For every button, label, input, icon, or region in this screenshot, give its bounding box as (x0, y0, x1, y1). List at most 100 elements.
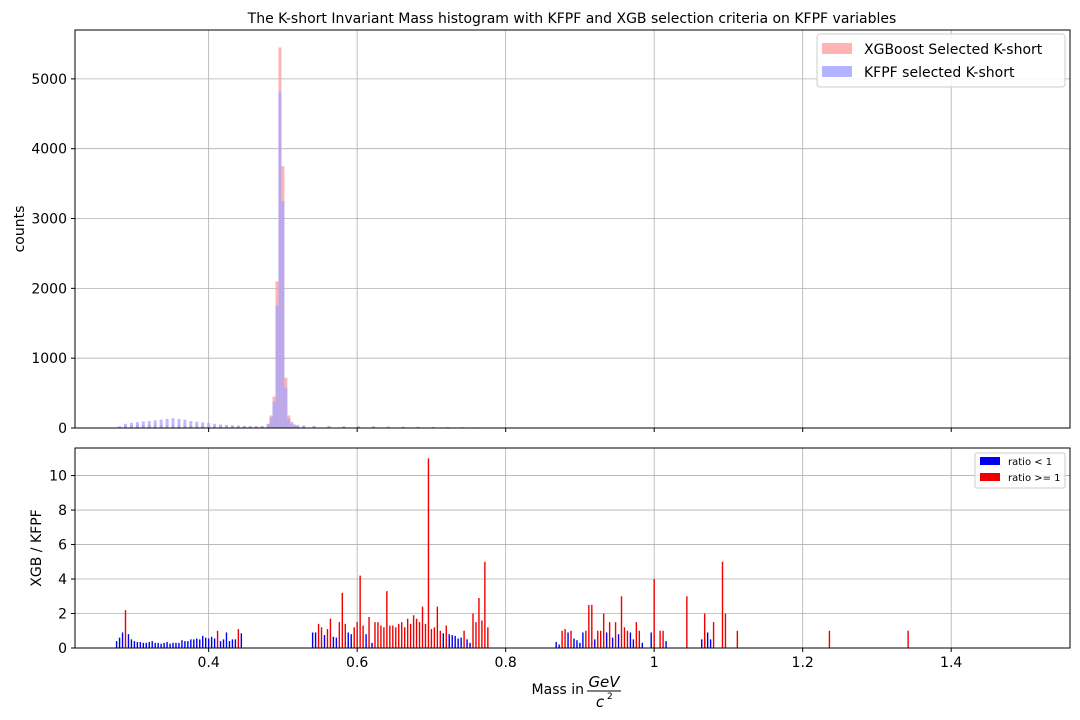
legend-label-kfpf: KFPF selected K-short (864, 65, 1015, 81)
ratio-lt1-bar (576, 640, 578, 648)
ratio-ge1-bar (362, 625, 364, 648)
ratio-lt1-bar (371, 642, 373, 648)
ratio-ge1-bar (608, 622, 611, 648)
top-y-tick-label: 4000 (31, 142, 67, 158)
ratio-ge1-bar (383, 627, 385, 648)
ratio-lt1-bar (157, 642, 159, 648)
top-legend: XGBoost Selected K-short KFPF selected K… (816, 33, 1066, 88)
ratio-ge1-bar (487, 627, 489, 648)
ratio-ge1-bar (329, 618, 332, 648)
ratio-lt1-bar (181, 640, 183, 648)
x-tick-label: 1 (650, 655, 659, 671)
ratio-lt1-bar (311, 632, 314, 648)
kfpf-hist-bar (224, 424, 228, 428)
ratio-ge1-bar (635, 622, 638, 648)
ratio-lt1-bar (240, 633, 243, 648)
ratio-ge1-bar (406, 618, 409, 648)
ratio-lt1-bar (172, 642, 174, 648)
ratio-lt1-bar (154, 642, 156, 648)
ratio-lt1-bar (175, 642, 177, 648)
ratio-lt1-bar (350, 634, 352, 648)
kfpf-hist-bar (302, 425, 306, 428)
kfpf-hist-bar (287, 418, 291, 428)
kfpf-hist-bar (153, 420, 157, 428)
ratio-lt1-bar (178, 642, 180, 648)
ratio-lt1-bar (225, 632, 228, 648)
bottom-y-ticks: 0 2 4 6 8 10 (49, 469, 75, 657)
kfpf-hist-bar (118, 426, 122, 428)
chart-title: The K-short Invariant Mass histogram wit… (247, 11, 897, 27)
ratio-ge1-bar (317, 623, 320, 648)
ratio-lt1-bar (184, 641, 186, 648)
bottom-legend: ratio < 1 ratio >= 1 (974, 452, 1066, 489)
ratio-ge1-bar (386, 591, 388, 648)
kfpf-hist-bar (147, 421, 151, 428)
ratio-ge1-bar (436, 606, 439, 648)
kfpf-hist-bar (278, 91, 282, 428)
kfpf-hist-bar (254, 426, 258, 428)
ratio-lt1-bar (204, 637, 207, 648)
ratio-lt1-bar (365, 634, 367, 648)
ratio-lt1-bar (706, 632, 709, 648)
ratio-ge1-bar (368, 616, 370, 648)
bot-y-tick-label: 8 (58, 503, 67, 519)
bottom-axes-frame (74, 447, 1071, 649)
ratio-ge1-bar (216, 630, 219, 648)
ratio-ge1-bar (653, 579, 655, 648)
ratio-ge1-bar (686, 596, 688, 648)
bot-y-tick-label: 10 (49, 469, 67, 485)
ratio-lt1-bar (163, 642, 165, 648)
ratio-lt1-bar (448, 634, 450, 648)
x-tick-label: 0.4 (198, 655, 220, 671)
ratio-ge1-bar (472, 613, 474, 648)
kfpf-hist-bar (386, 426, 390, 428)
ratio-lt1-bar (558, 644, 560, 648)
ratio-lt1-bar (332, 636, 335, 648)
bottom-x-ticks: 0.4 0.6 0.8 1 1.2 1.4 (198, 648, 962, 671)
ratio-ge1-bar (421, 606, 424, 648)
kfpf-hist-bar (357, 426, 361, 428)
ratio-ge1-bar (659, 630, 661, 648)
ratio-ge1-bar (445, 625, 447, 648)
ratio-ge1-bar (374, 622, 376, 648)
kfpf-hist-bar (342, 426, 346, 428)
kfpf-hist-bar (183, 419, 187, 428)
ratio-lt1-bar (573, 638, 575, 648)
top-y-tick-label: 0 (58, 421, 67, 437)
ratio-lt1-bar (234, 639, 237, 648)
kfpf-hist-bar (213, 423, 217, 428)
bot-y-tick-label: 0 (58, 641, 67, 657)
x-tick-label: 1.4 (940, 655, 962, 671)
ratio-ge1-bar (564, 629, 566, 648)
ratio-ge1-bar (356, 622, 358, 648)
kfpf-hist-bar (293, 425, 297, 428)
ratio-ge1-bar (626, 630, 629, 648)
ratio-lt1-bar (457, 638, 459, 648)
ratio-ge1-bar (570, 630, 572, 648)
legend-swatch-kfpf (822, 66, 852, 77)
ratio-lt1-bar (555, 641, 557, 648)
ratio-ge1-bar (600, 630, 602, 648)
ratio-ge1-bar (591, 604, 593, 648)
ratio-ge1-bar (662, 630, 664, 648)
x-label-denominator: c (596, 693, 605, 711)
top-y-tick-label: 1000 (31, 351, 67, 367)
ratio-lt1-bar (567, 632, 569, 648)
ratio-lt1-bar (121, 632, 124, 648)
ratio-lt1-bar (460, 637, 462, 648)
ratio-ge1-bar (353, 627, 355, 648)
ratio-ge1-bar (463, 630, 465, 648)
ratio-ge1-bar (614, 622, 617, 648)
top-y-ticks: 0 1000 2000 3000 4000 5000 (31, 72, 75, 437)
ratio-ge1-bar (475, 622, 477, 648)
ratio-lt1-bar (187, 641, 189, 648)
kfpf-hist-bar (284, 387, 288, 428)
bot-y-tick-label: 4 (58, 572, 67, 588)
ratio-lt1-bar (222, 639, 225, 648)
ratio-lt1-bar (582, 632, 584, 648)
top-y-axis-label: counts (12, 206, 28, 253)
ratio-lt1-bar (335, 637, 338, 648)
ratio-lt1-bar (219, 641, 222, 648)
x-label-prefix: Mass in (532, 682, 584, 698)
kfpf-hist-bar (135, 422, 139, 428)
